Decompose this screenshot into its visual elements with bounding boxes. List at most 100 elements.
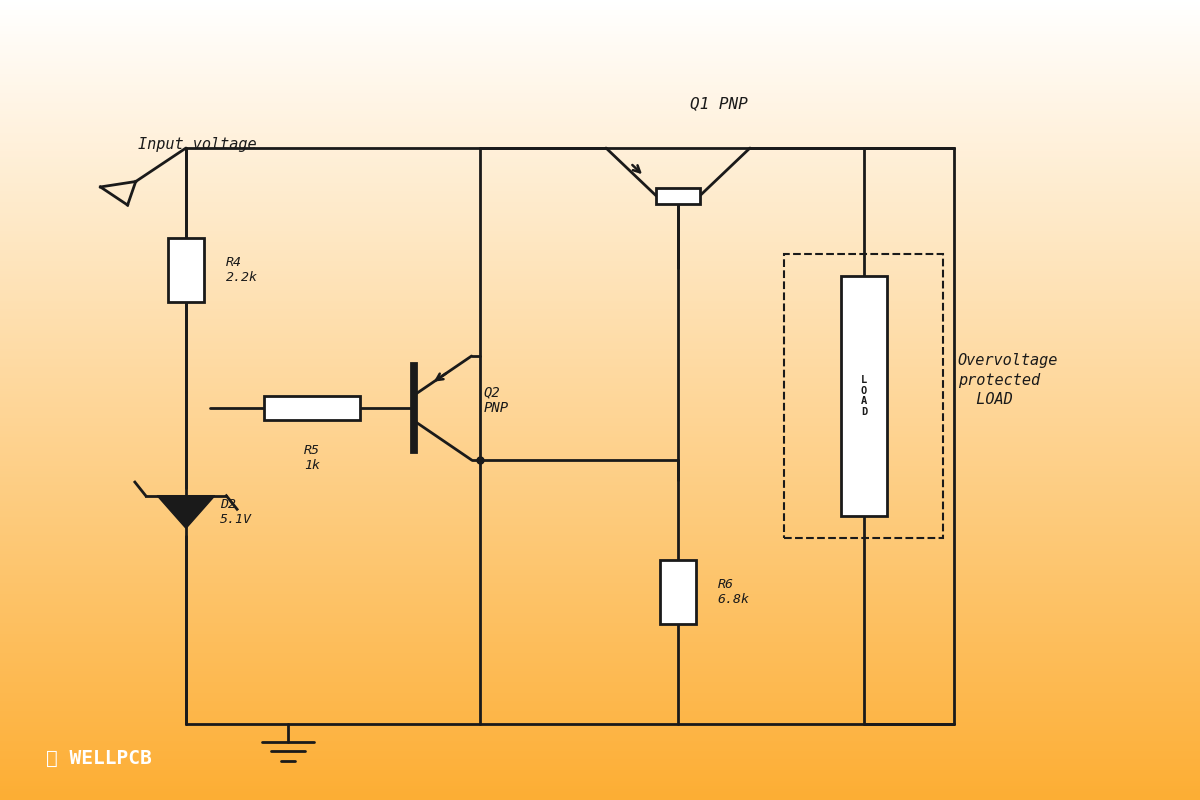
Bar (0, 607, 1200, 610)
Bar (0, 455, 1200, 458)
Bar (0, 122, 1200, 126)
Bar (0, 298, 1200, 302)
Text: Q2
PNP: Q2 PNP (484, 385, 509, 415)
Text: Ⓦ WELLPCB: Ⓦ WELLPCB (46, 749, 151, 768)
Bar (0, 757, 1200, 760)
Bar (0, 581, 1200, 584)
Bar (0, 567, 1200, 570)
Bar (0, 26, 1200, 30)
Bar (0, 397, 1200, 400)
Bar (0, 575, 1200, 578)
Bar (0, 370, 1200, 374)
Bar (0, 573, 1200, 576)
Bar (0, 7, 1200, 10)
Bar (0, 501, 1200, 504)
Bar (0, 178, 1200, 182)
Bar (0, 426, 1200, 430)
Bar (0, 133, 1200, 136)
Bar (0, 287, 1200, 290)
Bar (0, 362, 1200, 366)
Bar (0, 709, 1200, 712)
Bar (0, 335, 1200, 338)
Bar (0, 37, 1200, 40)
Bar (0, 786, 1200, 790)
Bar (0, 613, 1200, 616)
Bar (0, 522, 1200, 526)
Text: R5
1k: R5 1k (304, 444, 320, 472)
Bar (0, 423, 1200, 426)
Bar (0, 629, 1200, 632)
Bar (0, 703, 1200, 706)
Bar (0, 447, 1200, 450)
Bar (0, 749, 1200, 752)
Bar (0, 314, 1200, 318)
Bar (0, 610, 1200, 614)
Bar (0, 533, 1200, 536)
Bar (0, 42, 1200, 46)
Bar (0, 250, 1200, 254)
Bar (0, 754, 1200, 758)
Bar (0, 418, 1200, 422)
Bar (0, 274, 1200, 278)
Bar (0, 738, 1200, 742)
Bar (0, 517, 1200, 520)
Bar (0, 111, 1200, 114)
Bar (0, 583, 1200, 586)
Bar (0, 773, 1200, 776)
Bar (0, 319, 1200, 322)
Bar (0, 621, 1200, 624)
Bar (0, 410, 1200, 414)
Bar (0, 189, 1200, 192)
Bar (0, 650, 1200, 654)
Bar (0, 218, 1200, 222)
Bar (0, 253, 1200, 256)
Text: R4
2.2k: R4 2.2k (226, 256, 258, 284)
Bar (0, 231, 1200, 234)
Bar (0, 197, 1200, 200)
Bar (0, 242, 1200, 246)
Bar (0, 634, 1200, 638)
Bar (0, 458, 1200, 462)
Bar (0, 31, 1200, 34)
Bar (0, 221, 1200, 224)
Bar (0, 519, 1200, 522)
Bar (0, 306, 1200, 310)
Bar (0, 63, 1200, 66)
Bar (0, 679, 1200, 682)
Bar (0, 482, 1200, 486)
Bar (0, 645, 1200, 648)
Bar (0, 557, 1200, 560)
Bar (0, 373, 1200, 376)
Bar (0, 509, 1200, 512)
Bar (0, 271, 1200, 274)
Bar (0, 535, 1200, 538)
Bar (0, 151, 1200, 154)
Bar (0, 317, 1200, 320)
Bar (0, 82, 1200, 86)
Bar (0, 474, 1200, 478)
Bar (0, 255, 1200, 258)
Bar (0, 309, 1200, 312)
Bar (0, 690, 1200, 694)
Bar (0, 687, 1200, 690)
Bar (0, 293, 1200, 296)
Bar (0, 367, 1200, 370)
Bar (0, 322, 1200, 326)
Bar (0, 327, 1200, 330)
Bar (0, 413, 1200, 416)
Bar (0, 114, 1200, 118)
Bar (0, 226, 1200, 230)
Bar (0, 578, 1200, 582)
Bar (0, 258, 1200, 262)
Bar (0, 167, 1200, 170)
Bar (0, 706, 1200, 710)
Bar (0, 477, 1200, 480)
Bar (0, 194, 1200, 198)
Bar (841, 276, 887, 516)
Bar (0, 546, 1200, 550)
Bar (0, 106, 1200, 110)
Bar (0, 183, 1200, 186)
Bar (0, 5, 1200, 8)
Bar (0, 109, 1200, 112)
Bar (0, 173, 1200, 176)
